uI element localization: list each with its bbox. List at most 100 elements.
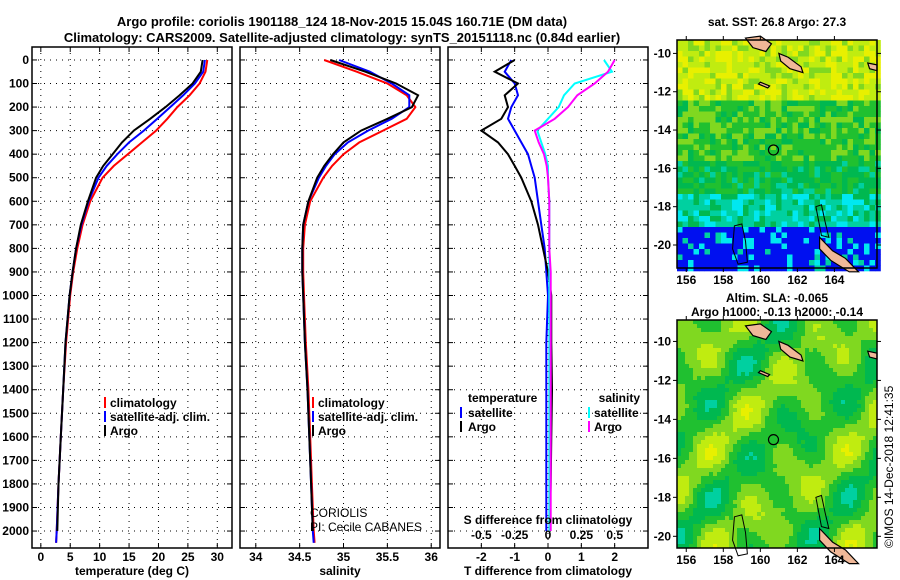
sla-cell	[753, 340, 758, 345]
sla-cell	[737, 480, 742, 485]
sla-cell	[865, 428, 870, 433]
sla-cell	[701, 420, 706, 425]
sla-cell	[813, 404, 818, 409]
sla-cell	[797, 336, 802, 341]
sst-cell	[732, 210, 738, 217]
sla-cell	[693, 504, 698, 509]
sla-cell	[681, 408, 686, 413]
sla-cell	[781, 464, 786, 469]
sst-cell	[765, 78, 771, 85]
sla-cell	[737, 416, 742, 421]
sst-cell	[715, 238, 722, 244]
sla-cell	[677, 472, 682, 477]
sst-cell	[688, 238, 694, 244]
sla-cell	[713, 420, 718, 425]
sla-cell	[713, 340, 718, 345]
sla-cell	[805, 344, 810, 349]
sla-cell	[725, 344, 730, 349]
sla-cell	[821, 524, 826, 529]
sst-cell	[770, 172, 777, 178]
sla-cell	[833, 528, 838, 533]
sla-cell	[829, 500, 834, 505]
sla-cell	[737, 324, 742, 329]
sla-cell	[677, 436, 682, 441]
sla-cell	[677, 516, 682, 521]
sla-cell	[789, 508, 794, 513]
sst-cell	[770, 232, 777, 239]
sla-cell	[853, 532, 858, 537]
sla-cell	[757, 448, 762, 453]
sla-cell	[681, 492, 686, 497]
sla-cell	[797, 344, 802, 349]
sst-cell	[831, 166, 837, 173]
sla-cell	[845, 480, 850, 485]
sla-cell	[817, 420, 822, 425]
sla-cell	[737, 372, 742, 377]
sla-cell	[761, 348, 766, 353]
sla-cell	[865, 424, 870, 429]
sst-cell	[737, 205, 744, 211]
sla-cell	[681, 544, 686, 549]
sla-cell	[725, 524, 730, 529]
sla-cell	[681, 452, 686, 457]
sla-map: 156 158 160 162 164-10-12-14-16-18-20Altim. …	[654, 291, 881, 567]
sst-cell	[759, 51, 766, 57]
sst-cell	[737, 117, 744, 123]
sla-cell	[709, 460, 714, 465]
sst-cell	[847, 205, 854, 211]
sla-cell	[829, 356, 834, 361]
sla-cell	[809, 496, 814, 501]
sla-cell	[865, 464, 870, 469]
sst-cell	[787, 122, 793, 129]
sst-cell	[792, 144, 799, 151]
sla-cell	[873, 528, 878, 533]
sla-cell	[873, 364, 878, 369]
sla-cell	[869, 320, 874, 325]
sla-cell	[797, 516, 802, 521]
sla-cell	[841, 404, 846, 409]
sst-cell	[842, 56, 848, 63]
sla-cell	[737, 472, 742, 477]
sla-cell	[861, 452, 866, 457]
sst-cell	[831, 40, 837, 46]
x-tick-label: 10	[93, 550, 107, 564]
sst-cell	[732, 205, 738, 211]
sla-cell	[833, 452, 838, 457]
sst-cell	[721, 194, 727, 200]
sla-cell	[697, 516, 702, 521]
sla-cell	[829, 376, 834, 381]
sla-cell	[709, 404, 714, 409]
sla-cell	[701, 348, 706, 353]
sla-cell	[749, 484, 754, 489]
sla-cell	[833, 504, 838, 509]
sla-cell	[813, 488, 818, 493]
sst-cell	[715, 67, 722, 74]
sla-cell	[861, 336, 866, 341]
sla-cell	[853, 380, 858, 385]
sst-cell	[809, 221, 815, 228]
sla-cell	[705, 456, 710, 461]
sst-cell	[765, 172, 771, 178]
sst-cell	[814, 238, 821, 244]
sst-cell	[869, 199, 876, 206]
sla-cell	[713, 336, 718, 341]
sla-cell	[765, 380, 770, 385]
sst-cell	[682, 111, 689, 118]
sla-cell	[861, 428, 866, 433]
sla-cell	[737, 448, 742, 453]
sst-cell	[765, 128, 771, 134]
sst-cell	[798, 144, 804, 151]
sst-cell	[721, 199, 727, 206]
sst-cell	[869, 188, 876, 195]
sla-cell	[805, 484, 810, 489]
sst-cell	[814, 51, 821, 57]
sla-cell	[693, 532, 698, 537]
sla-cell	[849, 508, 854, 513]
depth-tick-label: 100	[9, 77, 29, 91]
sst-cell	[726, 100, 733, 107]
sla-cell	[801, 328, 806, 333]
sla-cell	[809, 348, 814, 353]
sst-cell	[715, 254, 722, 261]
sla-cell	[705, 392, 710, 397]
sla-cell	[693, 496, 698, 501]
